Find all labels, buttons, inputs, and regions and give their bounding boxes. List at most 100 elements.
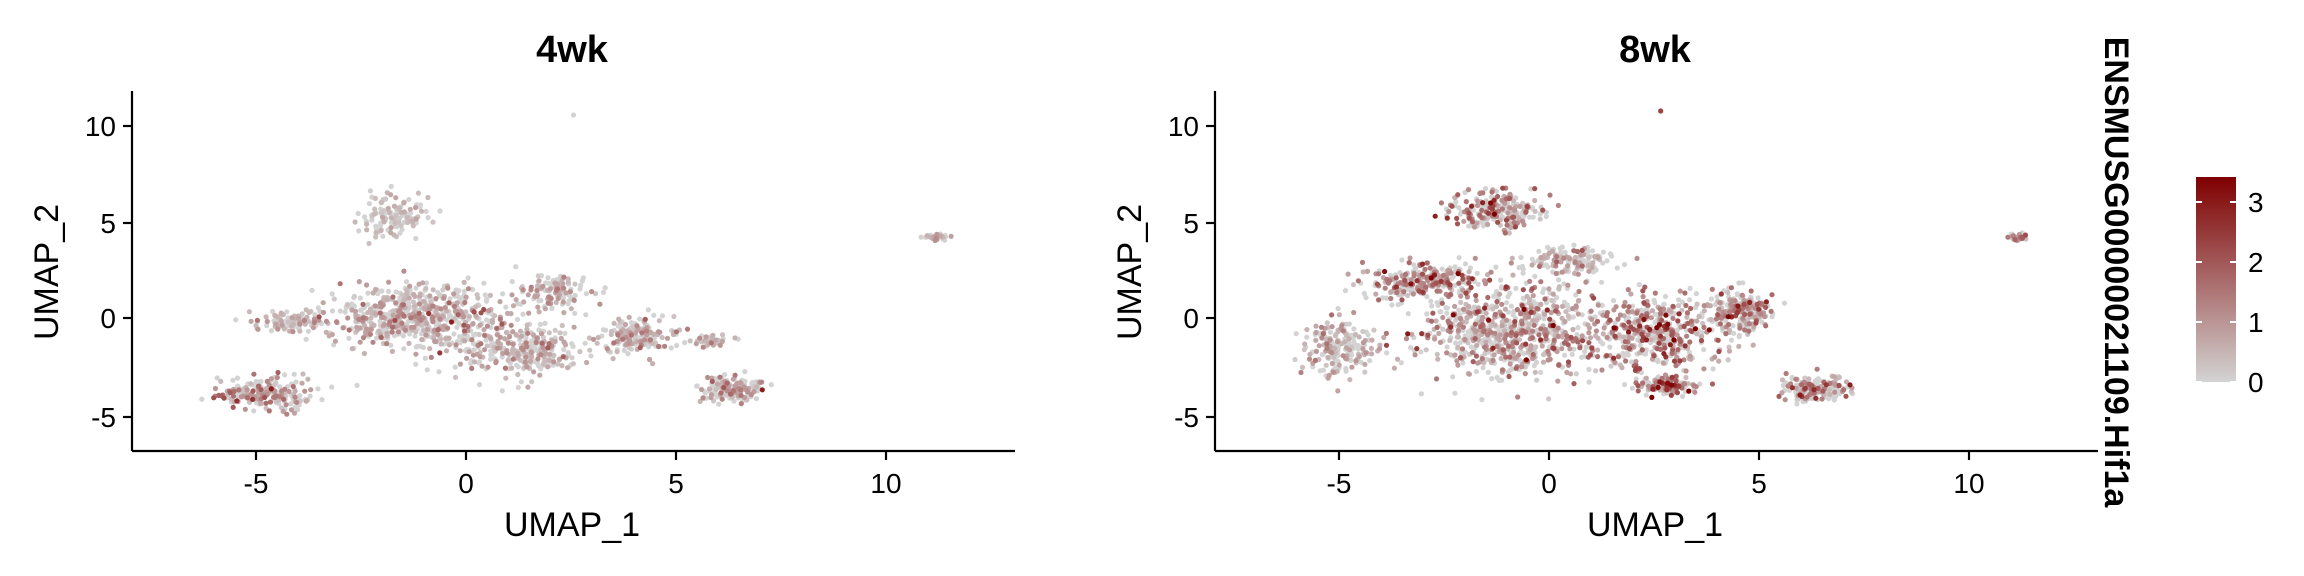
cell-point [1433,280,1439,286]
cell-point [372,303,378,309]
cell-point [479,363,485,369]
cell-point [273,321,279,327]
cell-point [1685,320,1691,326]
cell-point [388,192,394,198]
cell-point [349,346,355,352]
cell-point [312,312,318,318]
cell-point [716,401,722,407]
cell-point [646,344,652,350]
cell-point [1554,348,1560,355]
y-axis-title: UMAP_2 [1111,204,1149,340]
cell-point [561,274,567,280]
cell-point [1547,316,1553,322]
cell-point [1541,316,1547,322]
cell-point [1381,334,1387,341]
cell-point [1538,369,1544,375]
cell-point [1564,369,1570,375]
cell-point [1726,344,1732,350]
cell-point [1324,320,1330,326]
cell-point [499,321,505,327]
cell-point [1586,268,1592,274]
cell-point [1663,312,1669,318]
cell-point [1447,337,1453,343]
cell-point [401,346,407,352]
cell-point [1725,314,1731,320]
cell-point [1298,369,1304,376]
cell-point [390,324,396,330]
cell-point [255,326,261,332]
cell-point [1556,362,1562,368]
cell-point [295,407,301,413]
cell-point [430,314,436,320]
cell-point [251,408,257,414]
cell-point [1611,355,1617,361]
cell-point [561,310,567,316]
cell-point [437,350,443,356]
cell-point [470,286,476,293]
cell-point [1665,321,1671,327]
cell-point [311,319,317,326]
cell-point [616,316,622,322]
cell-point [515,301,521,307]
cell-point [1615,316,1621,322]
cell-point [524,344,530,350]
cell-point [356,279,362,285]
cell-point [563,290,569,296]
cell-point [1658,108,1664,114]
cell-point [340,325,346,331]
cell-point [709,378,715,384]
cell-point [1595,347,1601,353]
cell-point [719,338,726,344]
cell-point [1479,397,1485,403]
cell-point [1776,393,1782,399]
cell-point [484,343,490,349]
colorbar-ticks: 0 1 2 3 [2196,187,2264,398]
cell-point [1362,361,1368,367]
y-tick-label: 10 [1168,111,1199,142]
cell-point [1506,230,1512,236]
cell-point [1434,288,1440,294]
cell-point [1428,298,1434,304]
cell-point [1336,312,1342,318]
cell-point [499,388,505,394]
cell-point [1763,323,1769,329]
cell-point [759,379,765,385]
cell-point [392,317,398,323]
cell-point [1555,325,1561,331]
cell-point [1769,292,1775,298]
cell-point [1515,394,1521,400]
x-axis-title: UMAP_1 [1587,506,1723,544]
cell-point [1637,323,1643,329]
cell-point [1832,389,1838,395]
cell-point [1831,397,1837,403]
cell-point [509,279,515,285]
cell-point [1514,307,1520,313]
cell-point [300,371,306,377]
cell-point [1324,341,1330,347]
cell-point [1360,328,1366,335]
cell-point [1433,318,1439,324]
cell-point [1398,360,1404,366]
cell-point [687,338,693,344]
cell-point [1360,269,1366,275]
cell-point [1609,253,1615,259]
cell-point [292,394,298,400]
cell-point [722,372,728,378]
cell-point [1657,311,1664,317]
cell-point [1638,370,1645,376]
cell-point [497,299,503,305]
cell-point [1802,375,1808,381]
cell-point [1571,346,1577,352]
cell-point [531,332,537,338]
cell-point [1728,301,1734,308]
cell-point [1532,273,1538,279]
cell-point [1511,349,1517,356]
cell-point [533,339,539,345]
cell-point [456,321,462,327]
cell-point [570,361,577,367]
cell-point [1358,359,1364,365]
cell-point [1506,373,1512,380]
cell-point [1479,356,1485,362]
cell-point [1346,336,1352,342]
cell-point [737,380,744,386]
